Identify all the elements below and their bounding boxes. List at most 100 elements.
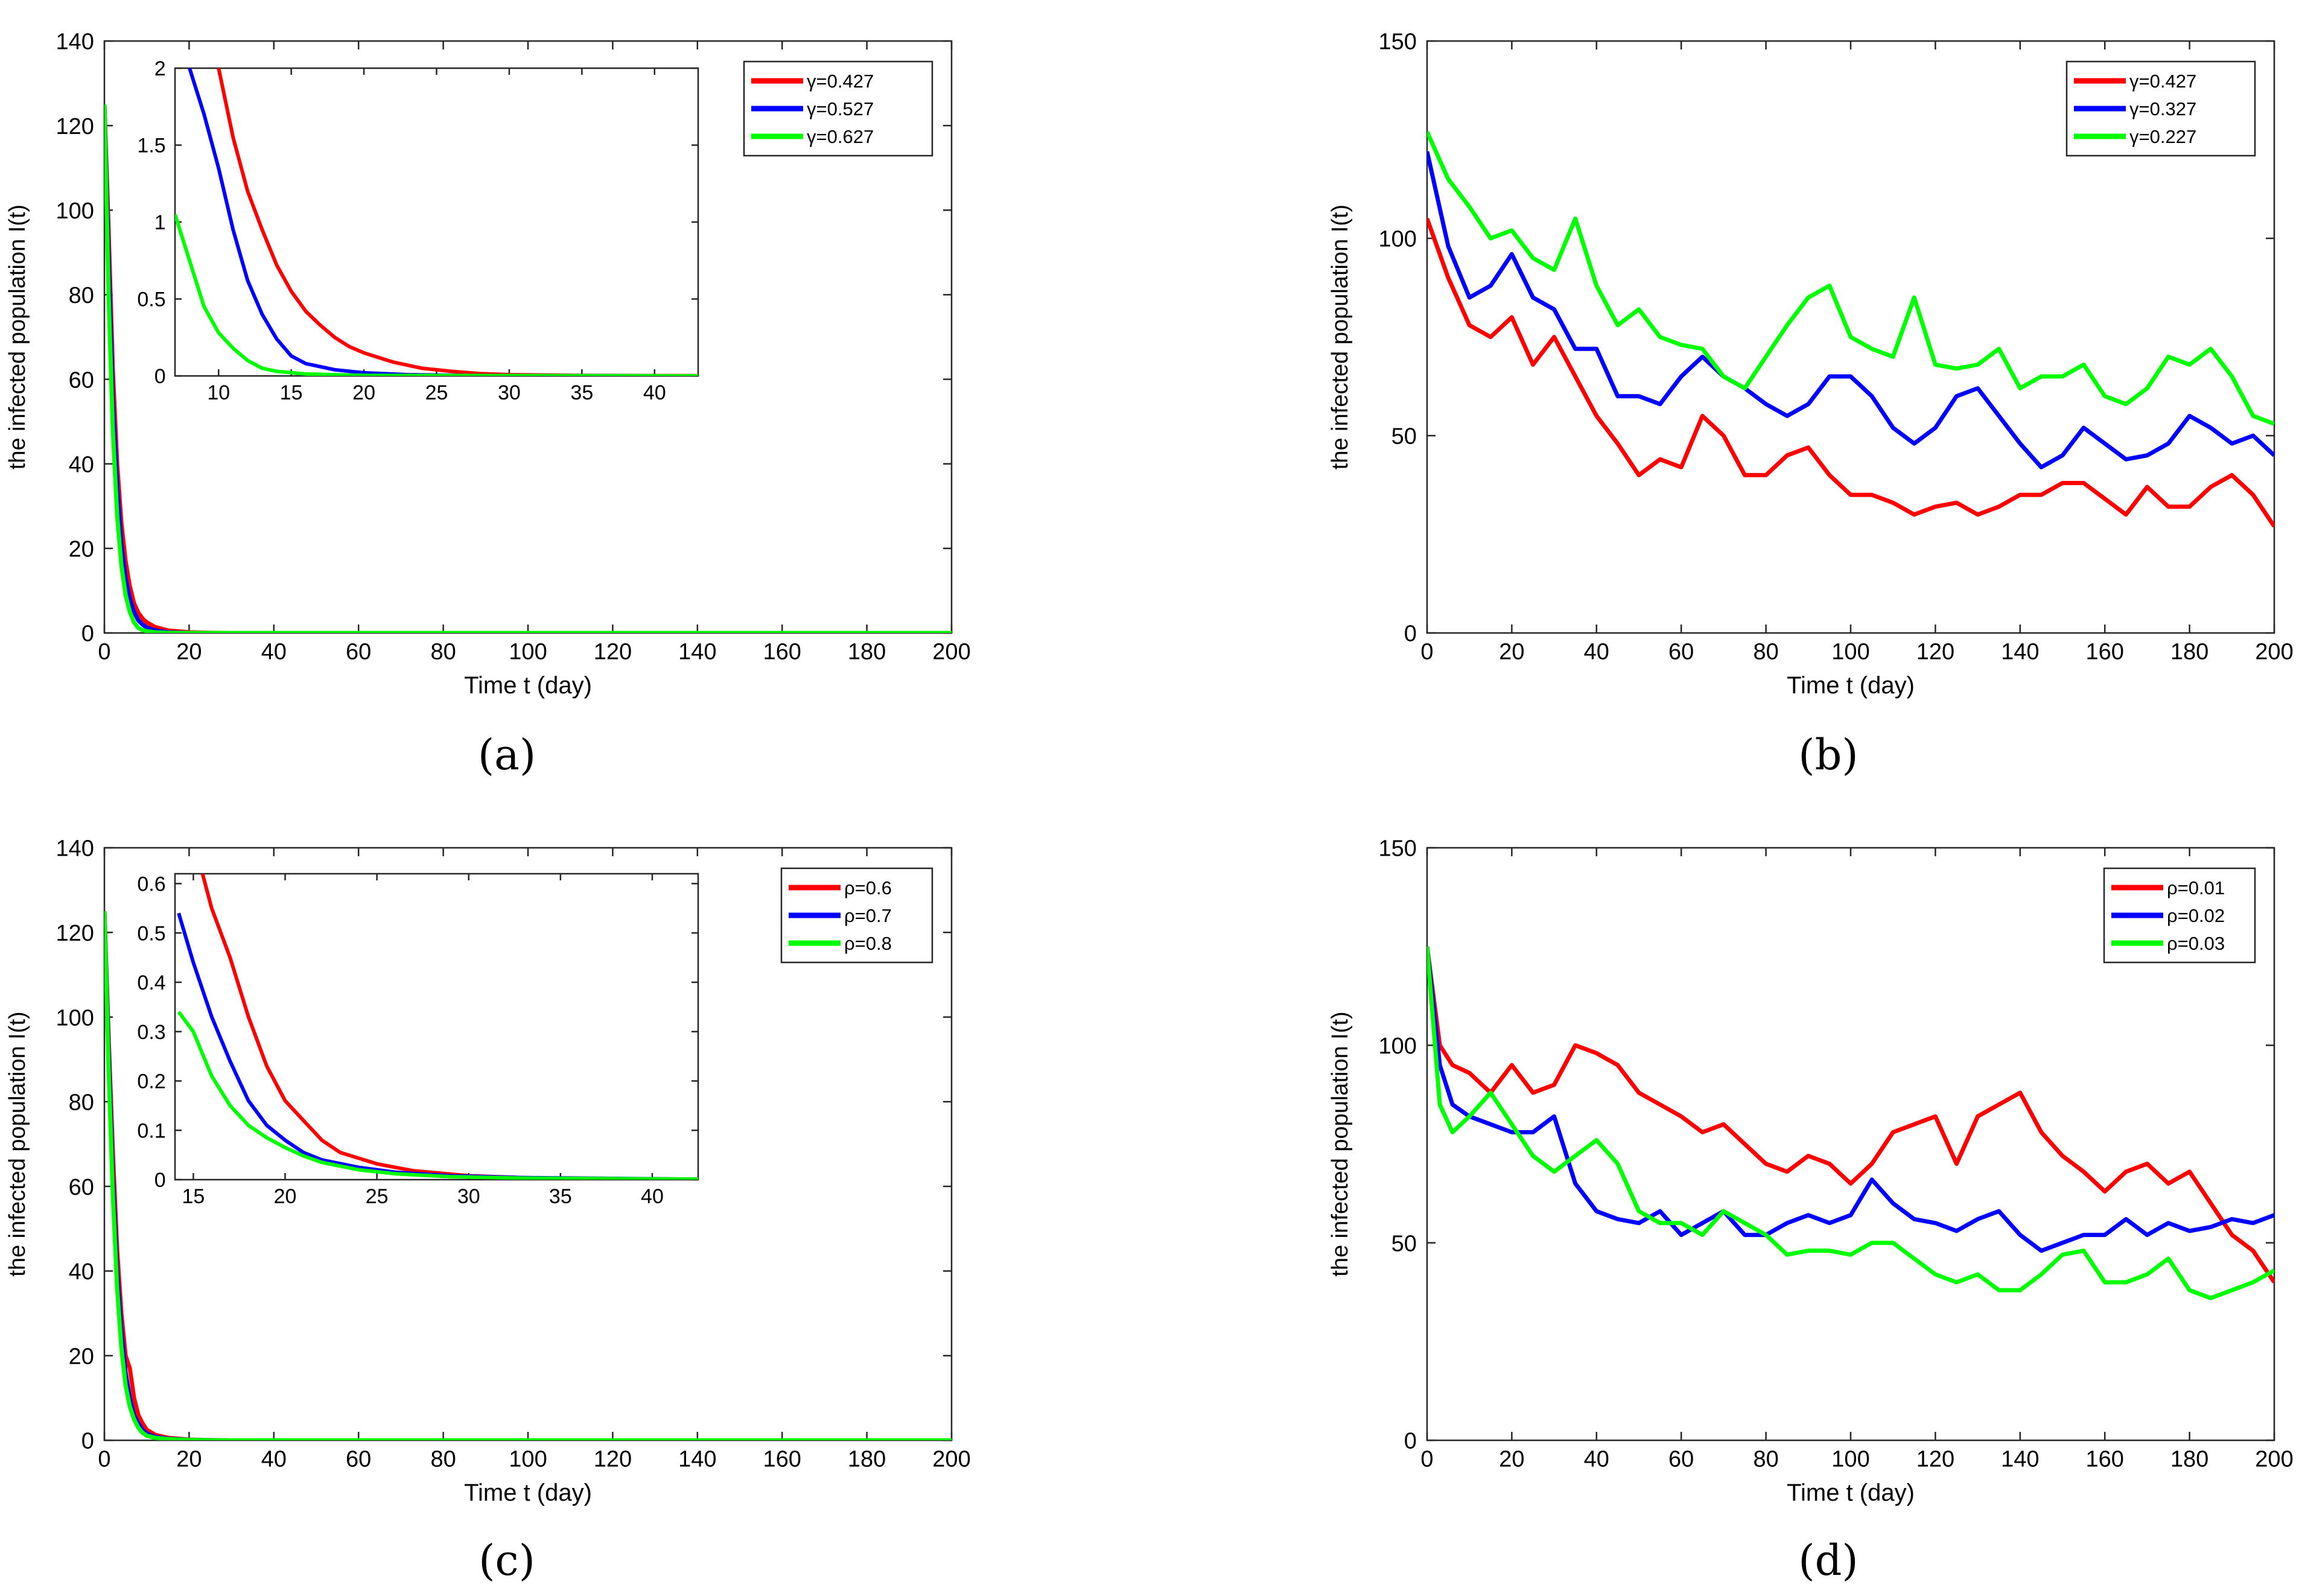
chart-a-inset-xtick-label: 20: [352, 381, 375, 404]
chart-d-legend-label-2: ρ=0.03: [2167, 933, 2225, 954]
chart-b-legend-label-2: γ=0.227: [2129, 126, 2196, 147]
chart-a-ytick-label: 20: [69, 537, 94, 562]
chart-a-ytick-label: 120: [56, 114, 94, 139]
chart-a-xtick-label: 60: [346, 640, 371, 665]
caption-b: (b): [1798, 730, 1859, 780]
chart-a-xtick-label: 40: [261, 640, 287, 665]
chart-d-ytick-label: 150: [1378, 836, 1416, 862]
chart-d: 0 20 40 60 80 100 120 140 160 180 200 0 50 100 150 Time…: [1328, 836, 2294, 1506]
chart-c: 0 20 40 60 80 100 120 140 160 180 2000204060801001…: [5, 836, 971, 1506]
chart-c-legend-label-1: ρ=0.7: [844, 905, 892, 926]
chart-c-inset-ytick-label: 0.2: [137, 1070, 165, 1093]
chart-c-inset-ytick-label: 0.4: [137, 971, 165, 994]
chart-b-xtick-label: 0: [1420, 640, 1433, 665]
chart-a-inset-plot-area: [174, 67, 699, 377]
caption-a: (a): [477, 730, 536, 780]
chart-a-xtick-label: 200: [932, 640, 970, 665]
chart-a-inset-series-2-line: [175, 214, 698, 376]
chart-d-xtick-label: 60: [1668, 1447, 1694, 1472]
chart-c-legend-label-2: ρ=0.8: [844, 933, 892, 954]
chart-c-ytick-label: 100: [56, 1005, 94, 1031]
chart-d-xtick-label: 120: [1916, 1447, 1954, 1472]
chart-c-inset-ytick-label: 0.1: [137, 1119, 165, 1142]
chart-c-inset-plot-area: [174, 873, 699, 1181]
chart-c-series-2-line: [104, 911, 952, 1440]
chart-a-inset-ytick-label: 2: [154, 57, 166, 80]
chart-a-inset: 10 15 20 25 30 35 40 0 0.5 1 1.5 2: [137, 57, 699, 404]
caption-d: (d): [1798, 1536, 1859, 1585]
chart-d-xtick-label: 0: [1420, 1447, 1433, 1472]
chart-d-ytick-label: 100: [1378, 1034, 1416, 1059]
chart-c-legend-label-0: ρ=0.6: [844, 877, 892, 898]
chart-a-legend-label-0: γ=0.427: [807, 71, 874, 92]
chart-a: 0 20 40 60 80 100 120 140 160 180 2000204060801001…: [5, 30, 971, 699]
chart-d-xtick-label: 180: [2170, 1447, 2208, 1472]
chart-c-inset-xtick-label: 25: [366, 1185, 389, 1208]
chart-d-xtick-label: 140: [2001, 1447, 2039, 1472]
chart-d-xtick-label: 40: [1584, 1447, 1609, 1472]
chart-c-xtick-label: 200: [932, 1447, 970, 1472]
chart-a-ytick-label: 0: [81, 622, 94, 647]
chart-b-xtick-label: 140: [2001, 640, 2039, 665]
chart-a-ytick-label: 80: [69, 283, 94, 308]
chart-c-ytick-label: 40: [69, 1259, 94, 1285]
chart-b-legend-label-1: γ=0.327: [2129, 98, 2196, 119]
chart-a-inset-ytick-label: 1: [154, 211, 166, 234]
chart-a-inset-xtick-label: 35: [570, 381, 593, 404]
chart-a-ylabel: the infected population I(t): [5, 205, 30, 469]
chart-a-xtick-label: 140: [678, 640, 716, 665]
chart-c-xtick-label: 40: [261, 1447, 287, 1472]
chart-d-xtick-label: 200: [2255, 1447, 2293, 1472]
chart-a-ytick-label: 60: [69, 367, 94, 393]
chart-a-inset-xtick-label: 40: [643, 381, 666, 404]
chart-b-ylabel: the infected population I(t): [1328, 205, 1353, 469]
chart-a-xtick-label: 100: [509, 640, 547, 665]
chart-b-xtick-label: 80: [1753, 640, 1778, 665]
chart-c-xtick-label: 60: [346, 1447, 371, 1472]
chart-b-xtick-label: 180: [2170, 640, 2208, 665]
chart-c-inset-xtick-label: 30: [457, 1185, 480, 1208]
chart-a-ytick-label: 100: [56, 199, 94, 224]
chart-d-series-0-line: [1427, 946, 2274, 1284]
chart-c-xtick-label: 80: [430, 1447, 456, 1472]
chart-b-xtick-label: 60: [1668, 640, 1694, 665]
chart-b-xtick-label: 100: [1831, 640, 1869, 665]
chart-c-inset-xtick-label: 35: [549, 1185, 572, 1208]
chart-b-xtick-label: 40: [1584, 640, 1609, 665]
chart-b: 0 20 40 60 80 100 120 140 160 180 200 0 50 100 150 Time…: [1328, 30, 2294, 699]
chart-c-inset-xtick-label: 40: [641, 1185, 664, 1208]
chart-d-legend: [2103, 867, 2256, 964]
chart-d-xtick-label: 20: [1499, 1447, 1524, 1472]
chart-d-series-1-line: [1427, 946, 2274, 1253]
chart-c-inset-xtick-label: 20: [274, 1185, 297, 1208]
chart-b-ytick-label: 0: [1404, 622, 1417, 647]
chart-a-ytick-label: 140: [56, 30, 94, 55]
chart-b-series-1-line: [1427, 151, 2274, 469]
chart-d-xtick-label: 100: [1831, 1447, 1869, 1472]
chart-c-xtick-label: 180: [848, 1447, 886, 1472]
chart-b-series-2-line: [1427, 130, 2274, 426]
chart-b-xtick-label: 200: [2255, 640, 2293, 665]
chart-d-xlabel: Time t (day): [1787, 1480, 1915, 1506]
chart-a-inset-xtick-label: 15: [280, 381, 303, 404]
chart-b-ytick-label: 150: [1378, 30, 1416, 55]
chart-c-inset-xtick-label: 15: [182, 1185, 205, 1208]
chart-a-inset-xtick-label: 10: [207, 381, 230, 404]
chart-c-xtick-label: 100: [509, 1447, 547, 1472]
chart-a-legend-label-1: γ=0.527: [807, 98, 874, 119]
chart-b-legend-label-0: γ=0.427: [2129, 71, 2196, 92]
chart-c-ytick-label: 0: [81, 1429, 94, 1454]
chart-c-ytick-label: 140: [56, 836, 94, 862]
chart-d-xtick-label: 80: [1753, 1447, 1778, 1472]
chart-c-inset-ytick-label: 0: [154, 1169, 166, 1192]
chart-a-xtick-label: 80: [430, 640, 456, 665]
chart-b-xtick-label: 160: [2085, 640, 2123, 665]
chart-a-xtick-label: 120: [594, 640, 632, 665]
chart-d-xtick-label: 160: [2085, 1447, 2123, 1472]
chart-a-xlabel: Time t (day): [464, 672, 592, 699]
chart-b-ytick-label: 100: [1378, 227, 1416, 252]
chart-a-xtick-label: 0: [98, 640, 110, 665]
chart-a-xtick-label: 180: [848, 640, 886, 665]
chart-b-ytick-label: 50: [1391, 424, 1417, 450]
chart-a-ytick-label: 40: [69, 452, 94, 477]
